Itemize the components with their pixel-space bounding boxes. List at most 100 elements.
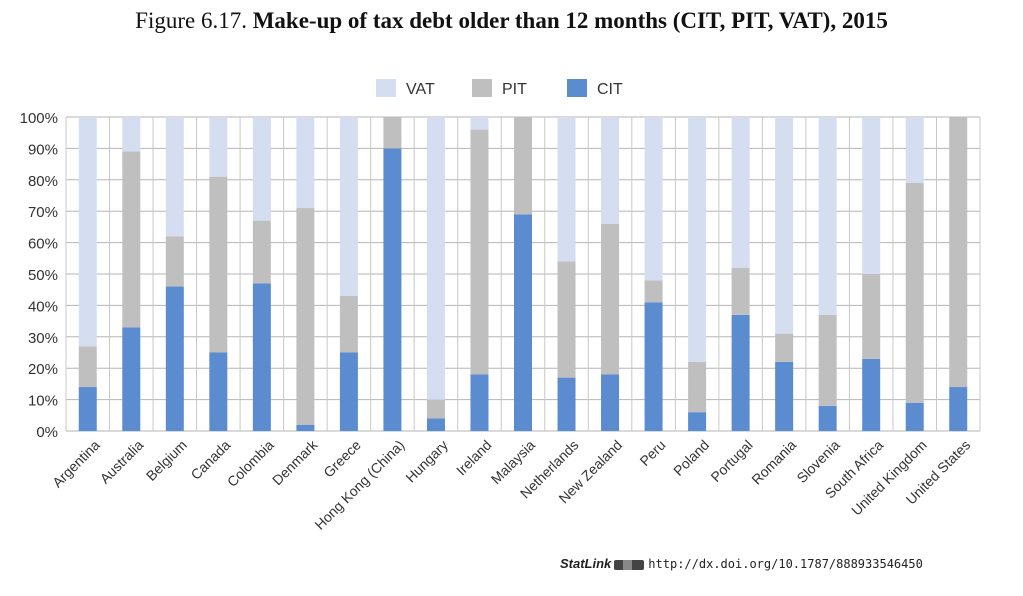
bar-cit: [209, 352, 228, 431]
bar-vat: [644, 117, 663, 281]
y-axis: 0% 10% 20% 30% 40% 50% 60% 70% 80% 90% 100%: [20, 110, 58, 441]
bar-vat: [775, 117, 794, 334]
bar-pit: [905, 182, 924, 403]
y-tick-label: 100%: [20, 110, 58, 127]
bars: [78, 117, 968, 431]
bar-pit: [252, 220, 271, 284]
bar-cit: [775, 361, 794, 431]
bar-vat: [905, 117, 924, 183]
bar-vat: [78, 117, 97, 347]
x-tick-label: Australia: [97, 437, 147, 487]
bar-pit: [165, 236, 184, 287]
y-tick-label: 80%: [28, 173, 58, 190]
bar-pit: [383, 117, 402, 149]
bar-cit: [601, 374, 620, 431]
legend-swatch-pit: [472, 79, 492, 97]
bar-cit: [296, 424, 315, 431]
bar-cit: [818, 405, 837, 431]
y-tick-label: 20%: [28, 361, 58, 378]
y-tick-label: 0%: [36, 424, 58, 441]
bar-pit: [731, 267, 750, 315]
bar-pit: [775, 333, 794, 362]
bar-cit: [122, 327, 141, 431]
y-tick-label: 30%: [28, 330, 58, 347]
y-tick-label: 70%: [28, 204, 58, 221]
figure-title: Make-up of tax debt older than 12 months…: [252, 8, 888, 33]
x-axis: ArgentinaAustraliaBelgiumCanadaColombiaD…: [49, 436, 973, 533]
x-tick-label: Poland: [670, 437, 712, 479]
bar-pit: [557, 261, 576, 378]
x-tick-label: Ireland: [453, 437, 495, 479]
bar-pit: [514, 117, 532, 215]
bar-vat: [209, 117, 228, 177]
bar-cit: [949, 387, 968, 431]
bar-cit: [252, 283, 271, 431]
bar-cit: [731, 314, 750, 431]
bar-pit: [949, 117, 968, 388]
y-tick-label: 40%: [28, 298, 58, 315]
legend-swatch-cit: [567, 79, 587, 97]
statlink-logo: StatLink: [560, 556, 612, 571]
bar-cit: [78, 387, 97, 431]
legend-label-cit: CIT: [597, 81, 623, 98]
bar-pit: [862, 274, 881, 359]
bar-pit: [426, 399, 445, 419]
bar-cit: [339, 352, 358, 431]
bar-vat: [688, 117, 707, 362]
x-tick-label: Belgium: [143, 437, 190, 484]
statlink-icon: [614, 559, 645, 570]
x-tick-label: Denmark: [269, 436, 321, 488]
bar-vat: [470, 117, 489, 130]
figure-number: Figure 6.17.: [135, 8, 247, 33]
bar-cit: [688, 412, 707, 431]
bar-vat: [818, 117, 837, 315]
legend-label-vat: VAT: [406, 81, 435, 98]
legend: VAT PIT CIT: [376, 79, 623, 98]
x-tick-label: Greece: [320, 437, 364, 481]
x-tick-label: Argentina: [49, 437, 103, 491]
bar-vat: [557, 117, 576, 262]
y-tick-label: 50%: [28, 267, 58, 284]
bar-vat: [122, 117, 141, 152]
x-tick-label: United Kingdom: [848, 437, 930, 519]
x-tick-label: Hungary: [402, 437, 451, 486]
bar-pit: [122, 151, 141, 328]
bar-pit: [296, 208, 315, 425]
bar-cit: [470, 374, 489, 431]
bar-cit: [862, 358, 881, 431]
bar-pit: [470, 129, 489, 375]
bar-vat: [601, 117, 620, 224]
x-tick-label: Romania: [748, 437, 799, 488]
bar-vat: [731, 117, 750, 268]
bar-pit: [644, 280, 663, 303]
bar-cit: [644, 302, 663, 431]
bar-pit: [688, 361, 707, 413]
bar-cit: [557, 377, 576, 431]
bar-pit: [818, 314, 837, 406]
y-tick-label: 10%: [28, 393, 58, 410]
bar-pit: [209, 176, 228, 353]
legend-swatch-vat: [376, 79, 396, 97]
bar-vat: [165, 117, 184, 237]
bar-vat: [426, 117, 445, 400]
bar-cit: [383, 148, 402, 431]
bar-cit: [905, 402, 924, 431]
x-tick-label: Colombia: [224, 437, 277, 490]
bar-cit: [165, 286, 184, 431]
bar-cit: [514, 214, 532, 431]
bar-vat: [252, 117, 271, 221]
x-tick-label: Peru: [636, 437, 668, 469]
y-tick-label: 90%: [28, 141, 58, 158]
bar-cit: [426, 418, 445, 431]
bar-pit: [601, 223, 620, 375]
statlink-url[interactable]: http://dx.doi.org/10.1787/888933546450: [648, 557, 923, 571]
y-tick-label: 60%: [28, 236, 58, 253]
bar-vat: [296, 117, 315, 209]
bar-vat: [339, 117, 358, 296]
bar-pit: [78, 346, 97, 388]
bar-vat: [862, 117, 881, 274]
bar-pit: [339, 295, 358, 353]
chart-title: Figure 6.17. Make-up of tax debt older t…: [0, 8, 1023, 34]
statlink: StatLink http://dx.doi.org/10.1787/888933…: [560, 556, 923, 571]
